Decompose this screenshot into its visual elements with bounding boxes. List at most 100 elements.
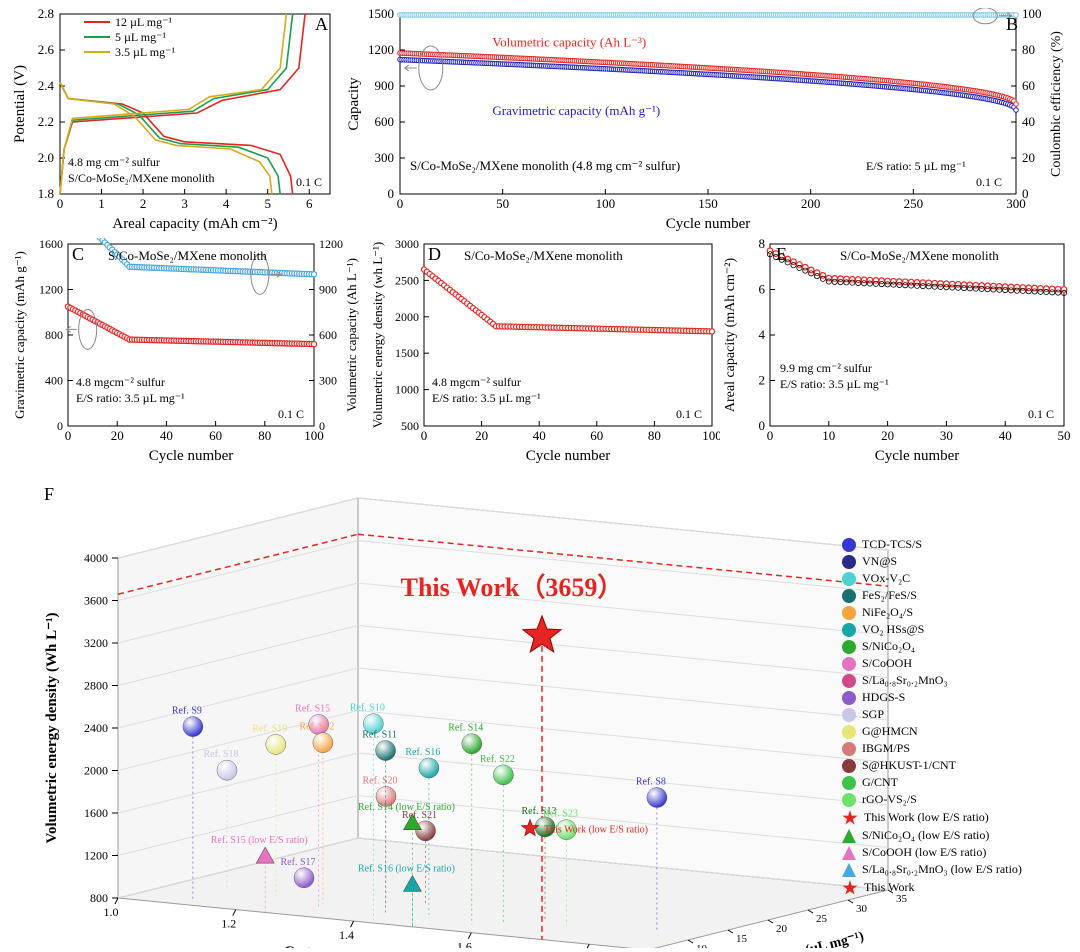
svg-text:800: 800 [90,891,108,905]
svg-text:100: 100 [1022,8,1042,21]
svg-text:0: 0 [57,419,63,433]
svg-text:4000: 4000 [84,551,108,565]
svg-text:0.1 C: 0.1 C [976,175,1002,189]
svg-text:8: 8 [759,238,766,251]
svg-text:900: 900 [375,78,395,93]
svg-text:0.1 C: 0.1 C [278,407,304,421]
svg-text:300: 300 [319,374,337,388]
svg-text:900: 900 [319,283,337,297]
svg-text:1.2: 1.2 [221,917,236,931]
svg-text:0: 0 [65,428,72,443]
svg-text:50: 50 [1058,428,1071,443]
legend-item: VO₂ HSs@S [842,623,1062,637]
svg-text:600: 600 [375,114,395,129]
svg-text:1: 1 [98,196,105,211]
svg-text:Capacity: Capacity [346,77,362,131]
svg-text:3000: 3000 [395,238,419,251]
legend-item: IBGM/PS [842,742,1062,756]
panel-e-label: E [776,244,787,265]
svg-text:0: 0 [767,428,774,443]
svg-text:40: 40 [533,428,546,443]
svg-text:4: 4 [223,196,230,211]
svg-text:6: 6 [759,282,766,297]
svg-text:300: 300 [375,150,395,165]
svg-text:20: 20 [1022,150,1035,165]
svg-text:Cathode density (g cm⁻³): Cathode density (g cm⁻³) [283,944,444,948]
legend-item: S@HKUST-1/CNT [842,759,1062,773]
svg-text:Ref. S19: Ref. S19 [252,723,287,734]
svg-text:0: 0 [759,418,766,433]
svg-text:2500: 2500 [395,273,419,287]
legend-item: S/NiCo₂O₄ (low E/S ratio) [842,829,1062,843]
svg-text:20: 20 [881,428,894,443]
svg-text:30: 30 [856,903,868,915]
panel-f-legend: TCD-TCS/SVN@SVOx-V₂CFeS₂/FeS/SNiFe₂O₄/SV… [842,538,1062,899]
svg-text:0: 0 [1022,186,1029,201]
panel-d: 02040608010050010001500200025003000Cycle… [366,238,720,466]
svg-text:4.8 mg cm⁻² sulfur: 4.8 mg cm⁻² sulfur [68,155,160,169]
svg-text:Ref. S20: Ref. S20 [363,775,398,786]
svg-text:5 µL mg⁻¹: 5 µL mg⁻¹ [115,30,166,44]
svg-text:3600: 3600 [84,594,108,608]
svg-text:200: 200 [801,196,821,211]
svg-text:S/Co-MoSe₂/MXene monolith (4.8: S/Co-MoSe₂/MXene monolith (4.8 mg cm⁻² s… [410,158,680,173]
svg-text:2000: 2000 [84,764,108,778]
svg-text:S/Co-MoSe₂/MXene monolith: S/Co-MoSe₂/MXene monolith [840,248,999,263]
legend-item: G@HMCN [842,725,1062,739]
svg-text:40: 40 [1022,114,1035,129]
svg-text:Ref. S14 (low E/S ratio): Ref. S14 (low E/S ratio) [358,802,455,813]
svg-text:50: 50 [496,196,509,211]
svg-text:Cycle number: Cycle number [666,216,751,232]
svg-text:E/S ratio: 3.5 µL mg⁻¹: E/S ratio: 3.5 µL mg⁻¹ [780,377,889,391]
panel-b-label: B [1006,14,1018,35]
svg-text:2.6: 2.6 [38,42,55,57]
svg-text:Ref. S10: Ref. S10 [350,703,385,714]
svg-text:Cycle number: Cycle number [526,448,611,464]
svg-text:2.2: 2.2 [38,114,54,129]
legend-item: S/CoOOH (low E/S ratio) [842,846,1062,860]
svg-text:1.4: 1.4 [339,928,354,942]
svg-text:1500: 1500 [368,8,394,21]
svg-text:400: 400 [45,374,63,388]
svg-text:Ref. S16 (low E/S ratio): Ref. S16 (low E/S ratio) [358,863,455,874]
svg-text:Areal capacity (mAh cm⁻²): Areal capacity (mAh cm⁻²) [112,216,277,232]
svg-text:20: 20 [776,923,788,935]
svg-text:2000: 2000 [395,310,419,324]
svg-text:80: 80 [1022,42,1035,57]
svg-text:60: 60 [590,428,603,443]
legend-item: FeS₂/FeS/S [842,589,1062,603]
svg-text:1.8: 1.8 [38,186,54,201]
svg-text:600: 600 [319,328,337,342]
svg-text:5: 5 [264,196,271,211]
svg-text:Volumetric energy density (wh: Volumetric energy density (wh L⁻¹) [370,242,385,428]
svg-text:Ref. S11: Ref. S11 [362,730,397,741]
svg-text:Ref. S8: Ref. S8 [636,777,666,788]
svg-text:1000: 1000 [395,383,419,397]
svg-text:60: 60 [1022,78,1035,93]
svg-text:2400: 2400 [84,721,108,735]
svg-text:1600: 1600 [39,238,63,251]
svg-text:E/S ratio: 5 µL mg⁻¹: E/S ratio: 5 µL mg⁻¹ [866,159,966,173]
svg-text:E/S ratio (µL mg⁻¹): E/S ratio (µL mg⁻¹) [749,929,866,948]
svg-text:E/S ratio: 3.5 µL mg⁻¹: E/S ratio: 3.5 µL mg⁻¹ [76,391,185,405]
svg-text:20: 20 [475,428,488,443]
svg-text:9.9 mg cm⁻² sulfur: 9.9 mg cm⁻² sulfur [780,361,872,375]
svg-text:1.6: 1.6 [457,940,472,948]
svg-text:60: 60 [209,428,222,443]
svg-text:1200: 1200 [368,42,394,57]
svg-text:1500: 1500 [395,346,419,360]
svg-text:10: 10 [696,943,708,948]
panel-e: 0102030405002468Cycle numberAreal capaci… [720,238,1072,466]
svg-text:150: 150 [698,196,718,211]
legend-item: NiFe₂O₄/S [842,606,1062,620]
panel-c: 0204060801000400800120016000300600900120… [8,238,366,466]
svg-text:10: 10 [822,428,835,443]
svg-text:Coulombic efficiency (%): Coulombic efficiency (%) [1049,31,1064,177]
panel-f: 800120016002000240028003200360040001.01.… [8,478,1072,948]
legend-item: S/La₀.₈Sr₀.₂MnO₃ (low E/S ratio) [842,863,1062,877]
svg-text:Ref. S15 (low E/S ratio): Ref. S15 (low E/S ratio) [211,835,308,846]
svg-text:3.5 µL mg⁻¹: 3.5 µL mg⁻¹ [115,45,175,59]
svg-text:2.0: 2.0 [38,150,54,165]
svg-text:Ref. S18: Ref. S18 [204,749,239,760]
panel-c-label: C [72,244,84,265]
